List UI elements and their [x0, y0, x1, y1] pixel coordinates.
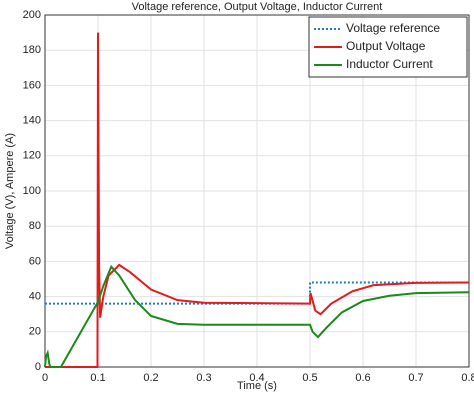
legend-label: Inductor Current	[346, 57, 433, 71]
y-tick-label: 60	[29, 255, 41, 267]
x-tick-label: 0.5	[302, 372, 317, 384]
y-tick-label: 200	[23, 9, 41, 21]
x-tick-label: 0.1	[90, 372, 105, 384]
x-tick-label: 0.8	[461, 372, 474, 384]
y-tick-label: 180	[23, 44, 41, 56]
y-tick-label: 0	[35, 361, 41, 373]
legend-label: Output Voltage	[346, 39, 426, 53]
line-series	[45, 32, 470, 368]
x-tick-label: 0.7	[408, 372, 423, 384]
x-tick-label: 0	[42, 372, 48, 384]
y-tick-label: 160	[23, 79, 41, 91]
y-tick-label: 120	[23, 150, 41, 162]
y-tick-label: 80	[29, 220, 41, 232]
legend-label: Voltage reference	[346, 21, 440, 35]
y-tick-label: 40	[29, 291, 41, 303]
x-tick-label: 0.3	[196, 372, 211, 384]
x-tick-label: 0.6	[355, 372, 370, 384]
chart-title: Voltage reference, Output Voltage, Induc…	[132, 1, 383, 13]
x-axis-label: Time (s)	[237, 380, 277, 392]
y-tick-label: 20	[29, 326, 41, 338]
line-series	[45, 281, 469, 305]
y-tick-label: 140	[23, 115, 41, 127]
x-tick-label: 0.4	[249, 372, 264, 384]
y-axis-label: Voltage (V), Ampere (A)	[4, 133, 16, 249]
line-series	[44, 264, 470, 368]
plot-frame	[44, 14, 470, 368]
x-tick-label: 0.2	[143, 372, 158, 384]
y-tick-label: 100	[23, 185, 41, 197]
